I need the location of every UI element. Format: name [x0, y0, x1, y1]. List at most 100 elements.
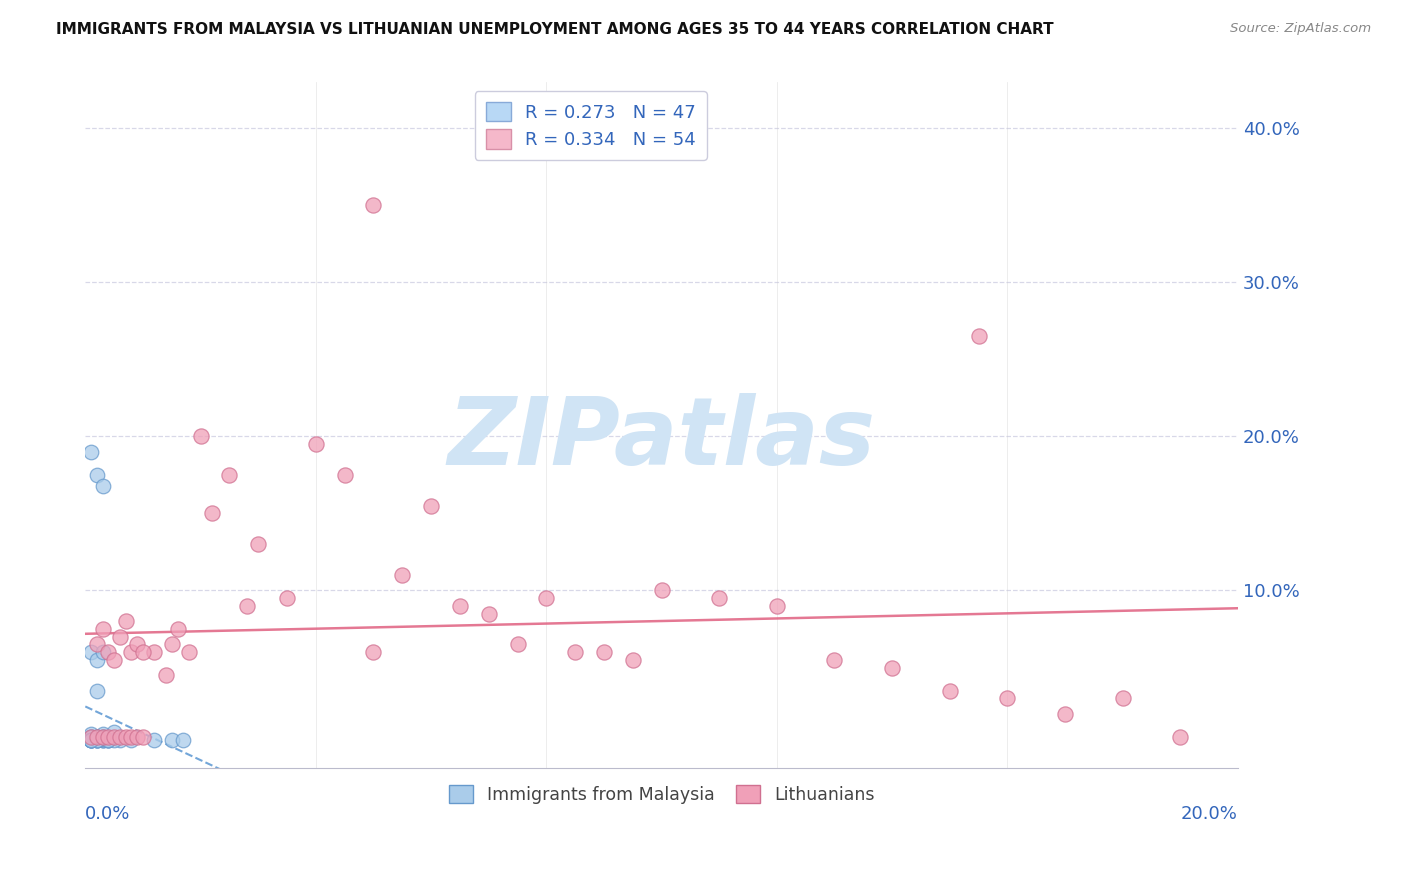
- Point: [276, 591, 298, 606]
- Point: [86, 730, 108, 744]
- Point: [86, 733, 108, 747]
- Point: [86, 733, 108, 747]
- Point: [86, 730, 108, 744]
- Point: [449, 599, 471, 613]
- Point: [86, 730, 108, 744]
- Point: [80, 733, 103, 747]
- Point: [80, 733, 103, 747]
- Point: [478, 607, 501, 621]
- Point: [120, 733, 142, 747]
- Point: [86, 730, 108, 744]
- Point: [91, 730, 114, 744]
- Point: [132, 730, 155, 744]
- Point: [880, 660, 903, 674]
- Point: [80, 733, 103, 747]
- Point: [143, 733, 166, 747]
- Point: [766, 599, 789, 613]
- Point: [824, 653, 846, 667]
- Point: [190, 429, 212, 443]
- Point: [172, 733, 194, 747]
- Point: [86, 730, 108, 744]
- Point: [97, 733, 120, 747]
- Point: [80, 645, 103, 659]
- Point: [91, 730, 114, 744]
- Text: 20.0%: 20.0%: [1181, 805, 1237, 823]
- Point: [80, 730, 103, 744]
- Point: [143, 645, 166, 659]
- Point: [177, 645, 200, 659]
- Point: [108, 730, 131, 744]
- Point: [1168, 730, 1191, 744]
- Text: IMMIGRANTS FROM MALAYSIA VS LITHUANIAN UNEMPLOYMENT AMONG AGES 35 TO 44 YEARS CO: IMMIGRANTS FROM MALAYSIA VS LITHUANIAN U…: [56, 22, 1054, 37]
- Point: [86, 733, 108, 747]
- Point: [91, 478, 114, 492]
- Point: [1111, 691, 1133, 706]
- Point: [247, 537, 270, 551]
- Point: [201, 507, 224, 521]
- Point: [218, 467, 240, 482]
- Point: [114, 730, 136, 744]
- Point: [995, 691, 1018, 706]
- Point: [127, 637, 149, 651]
- Text: Source: ZipAtlas.com: Source: ZipAtlas.com: [1230, 22, 1371, 36]
- Point: [80, 733, 103, 747]
- Point: [80, 730, 103, 744]
- Point: [1053, 706, 1076, 721]
- Point: [333, 467, 356, 482]
- Point: [97, 733, 120, 747]
- Point: [305, 437, 328, 451]
- Point: [103, 733, 125, 747]
- Point: [120, 645, 142, 659]
- Point: [86, 683, 108, 698]
- Point: [91, 733, 114, 747]
- Point: [86, 733, 108, 747]
- Point: [120, 730, 142, 744]
- Point: [160, 733, 183, 747]
- Point: [80, 733, 103, 747]
- Point: [363, 198, 385, 212]
- Point: [86, 637, 108, 651]
- Point: [155, 668, 177, 682]
- Point: [80, 730, 103, 744]
- Point: [91, 645, 114, 659]
- Text: ZIPatlas: ZIPatlas: [447, 392, 876, 484]
- Point: [166, 622, 188, 636]
- Point: [536, 591, 558, 606]
- Point: [103, 730, 125, 744]
- Point: [127, 730, 149, 744]
- Point: [97, 733, 120, 747]
- Legend: Immigrants from Malaysia, Lithuanians: Immigrants from Malaysia, Lithuanians: [441, 778, 882, 811]
- Point: [91, 733, 114, 747]
- Point: [86, 730, 108, 744]
- Point: [97, 733, 120, 747]
- Point: [80, 733, 103, 747]
- Point: [108, 733, 131, 747]
- Point: [97, 645, 120, 659]
- Point: [506, 637, 529, 651]
- Point: [160, 637, 183, 651]
- Point: [97, 730, 120, 744]
- Point: [91, 727, 114, 741]
- Point: [103, 725, 125, 739]
- Point: [235, 599, 257, 613]
- Point: [86, 653, 108, 667]
- Point: [80, 730, 103, 744]
- Point: [80, 730, 103, 744]
- Point: [80, 727, 103, 741]
- Point: [938, 683, 960, 698]
- Point: [91, 733, 114, 747]
- Point: [103, 653, 125, 667]
- Point: [967, 329, 990, 343]
- Point: [363, 645, 385, 659]
- Text: 0.0%: 0.0%: [86, 805, 131, 823]
- Point: [420, 499, 443, 513]
- Point: [114, 615, 136, 629]
- Point: [564, 645, 586, 659]
- Point: [709, 591, 731, 606]
- Point: [132, 645, 155, 659]
- Point: [621, 653, 644, 667]
- Point: [80, 444, 103, 458]
- Point: [91, 622, 114, 636]
- Point: [91, 730, 114, 744]
- Point: [86, 467, 108, 482]
